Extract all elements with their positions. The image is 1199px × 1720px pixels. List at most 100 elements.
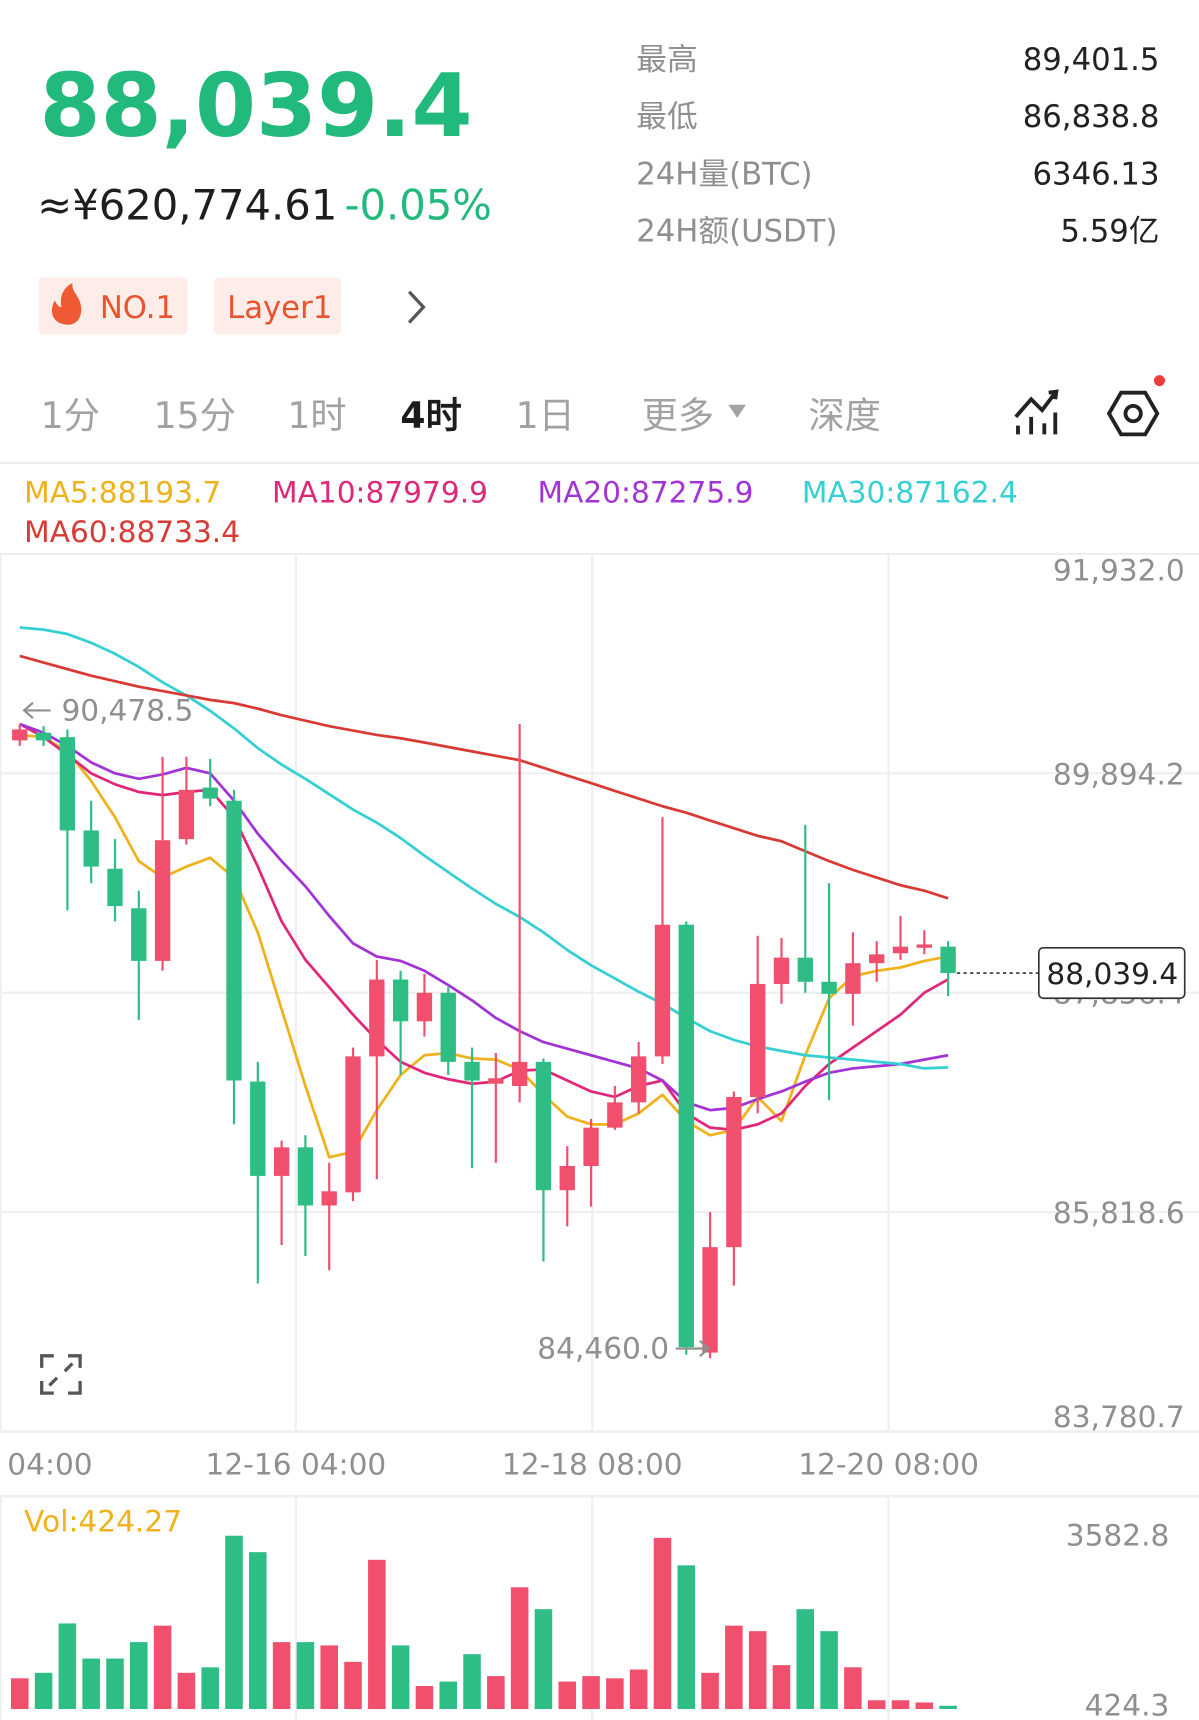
ma-lines xyxy=(19,626,949,1159)
annotation-arrow xyxy=(675,1339,711,1358)
ma-line xyxy=(19,654,949,900)
candle-body xyxy=(440,992,456,1062)
volume-bar xyxy=(844,1667,862,1710)
volume-bar xyxy=(106,1658,124,1710)
candle-body xyxy=(583,1127,599,1166)
candle-body xyxy=(678,924,694,1348)
grid xyxy=(0,552,1199,1720)
stat-label: 最高 xyxy=(636,42,697,78)
candle-body xyxy=(178,789,195,840)
candle-body xyxy=(416,992,433,1022)
candle-body xyxy=(392,979,409,1022)
tab[interactable]: 1时 xyxy=(287,394,346,437)
dropdown-arrow xyxy=(728,404,746,418)
candle-body xyxy=(654,924,671,1057)
vol-tick-label: 3582.8 xyxy=(1066,1519,1170,1553)
stat-label: 24H额(USDT) xyxy=(636,213,837,249)
tab[interactable]: 1分 xyxy=(41,394,100,437)
candle-body xyxy=(726,1096,742,1248)
volume-bar xyxy=(915,1702,934,1710)
volume-bar xyxy=(368,1559,386,1710)
volume-bar xyxy=(582,1676,600,1710)
volume-bar xyxy=(891,1700,910,1710)
candle-body xyxy=(131,908,147,961)
volume-bar xyxy=(677,1565,696,1710)
candle-body xyxy=(750,983,766,1097)
fire-icon xyxy=(51,283,82,325)
legend-entry: MA10:87979.9 xyxy=(272,475,488,509)
candle-body xyxy=(773,957,790,984)
volume-bar xyxy=(701,1672,719,1710)
volume-bar xyxy=(629,1669,648,1710)
tab[interactable]: 更多 xyxy=(642,394,714,437)
tab[interactable]: 15分 xyxy=(154,394,236,437)
x-tick-label: 12-20 08:00 xyxy=(798,1447,979,1481)
current-price-label: 88,039.4 xyxy=(1046,957,1178,991)
volume-bar xyxy=(796,1609,815,1710)
expand-icon[interactable] xyxy=(40,1354,82,1395)
annotation-label: 84,460.0 xyxy=(537,1331,669,1365)
tab[interactable]: 深度 xyxy=(808,394,880,437)
candle-body xyxy=(630,1056,647,1103)
volume-bar xyxy=(772,1665,791,1710)
candle-body xyxy=(892,946,909,954)
legend-entry: MA30:87162.4 xyxy=(802,475,1018,509)
stat-value: 5.59亿 xyxy=(1060,213,1159,249)
candle-body xyxy=(107,868,123,907)
volume-bar xyxy=(58,1623,77,1710)
stat-label: 24H量(BTC) xyxy=(636,156,812,192)
volume-bar xyxy=(82,1658,100,1710)
volume-bar xyxy=(606,1678,624,1710)
candle-body xyxy=(35,732,52,741)
chart-type-icon[interactable] xyxy=(1014,389,1059,435)
candle-body xyxy=(940,946,956,974)
candles xyxy=(12,723,956,1359)
candle-body xyxy=(83,830,99,867)
volume-bar xyxy=(510,1587,529,1710)
volume-bar xyxy=(725,1625,743,1710)
volume-bar xyxy=(201,1667,219,1710)
candle-body xyxy=(869,954,885,964)
volume-bar xyxy=(225,1535,243,1710)
legend-entry: MA5:88193.7 xyxy=(24,475,221,509)
volume-bar xyxy=(867,1700,886,1710)
candle-body xyxy=(488,1078,504,1084)
candle-body xyxy=(702,1247,718,1353)
candle-body xyxy=(464,1061,480,1081)
candle-body xyxy=(845,963,861,994)
candle-body xyxy=(511,1061,528,1086)
ma-line xyxy=(19,733,949,1159)
x-tick-label: 12-16 04:00 xyxy=(205,1447,386,1481)
cny-price: ≈¥620,774.61 xyxy=(37,180,337,229)
candle-body xyxy=(559,1165,575,1191)
y-tick-label: 83,780.7 xyxy=(1053,1400,1185,1434)
last-price: 88,039.4 xyxy=(40,55,473,157)
vol-tick-label: 424.3 xyxy=(1085,1689,1170,1720)
volume-bar xyxy=(296,1642,315,1710)
tab-active[interactable]: 4时 xyxy=(400,394,461,437)
annotation-arrow xyxy=(22,701,51,719)
candle-body xyxy=(226,800,242,1081)
stat-value: 6346.13 xyxy=(1033,156,1160,192)
legend-entry: MA60:88733.4 xyxy=(24,515,240,549)
chevron[interactable] xyxy=(407,290,426,324)
volume-bar xyxy=(177,1672,196,1710)
candle-body xyxy=(797,957,813,982)
volume-bar xyxy=(820,1631,838,1710)
y-tick-label: 85,818.6 xyxy=(1053,1196,1185,1230)
volume-bar xyxy=(249,1552,267,1710)
tab[interactable]: 1日 xyxy=(516,394,575,437)
tag-bg[interactable] xyxy=(213,277,342,335)
candle-body xyxy=(345,1056,361,1193)
volume-bar xyxy=(320,1645,338,1710)
volume-bar xyxy=(534,1609,553,1710)
settings-icon[interactable] xyxy=(1106,375,1165,437)
volume-bar xyxy=(130,1642,148,1710)
volume-bar xyxy=(34,1672,53,1710)
candle-body xyxy=(59,737,76,831)
ma-line xyxy=(19,722,949,1112)
candle-body xyxy=(273,1147,290,1176)
volume-bar xyxy=(439,1681,458,1710)
volume-bar xyxy=(344,1661,362,1710)
volume-bar xyxy=(653,1537,672,1710)
